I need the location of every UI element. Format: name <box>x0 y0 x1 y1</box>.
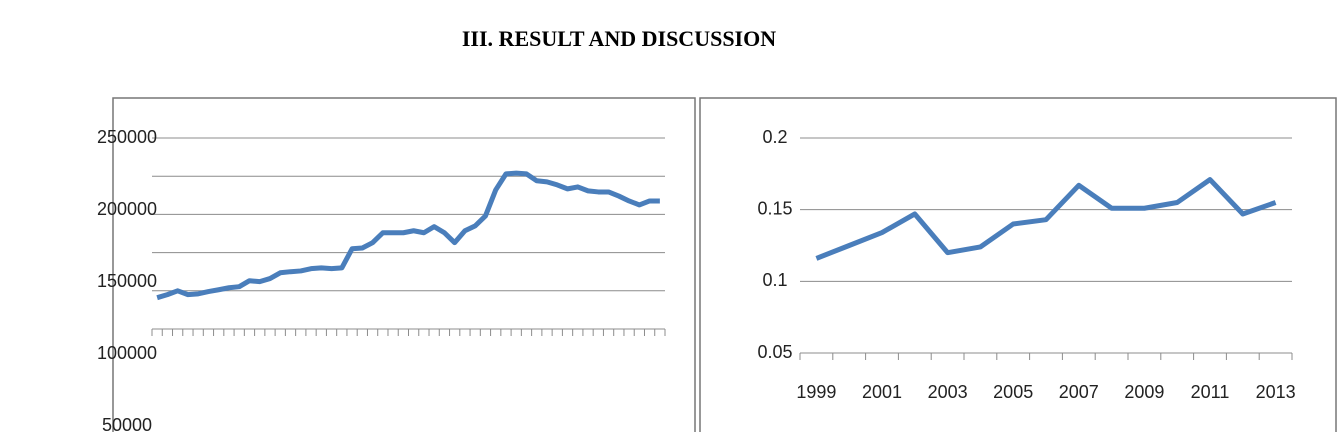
chart-frame <box>112 97 696 432</box>
x-tick-label: 2007 <box>1059 382 1099 402</box>
x-tick-label: 2009 <box>1124 382 1164 402</box>
chart-frame <box>699 97 1337 432</box>
y-tick-label: 0.15 <box>757 198 792 218</box>
section-heading: III. RESULT AND DISCUSSION <box>461 26 777 51</box>
y-tick-label: 0.05 <box>757 342 792 362</box>
y-tick-label: 250000 <box>97 127 157 147</box>
data-line <box>815 177 1277 261</box>
x-tick-label: 2001 <box>862 382 902 402</box>
y-tick-label: 50000 <box>102 415 152 432</box>
y-tick-label: 0.1 <box>762 270 787 290</box>
x-tick-label: 2011 <box>1191 382 1230 402</box>
x-tick-label: 2013 <box>1256 382 1296 402</box>
data-line <box>156 170 660 301</box>
y-tick-label: 150000 <box>97 271 157 291</box>
x-tick-label: 2003 <box>928 382 968 402</box>
y-tick-label: 0.2 <box>762 127 787 147</box>
x-tick-label: 2005 <box>993 382 1033 402</box>
x-tick-label: 1999 <box>796 382 836 402</box>
y-tick-label: 100000 <box>97 343 157 363</box>
y-tick-label: 200000 <box>97 199 157 219</box>
